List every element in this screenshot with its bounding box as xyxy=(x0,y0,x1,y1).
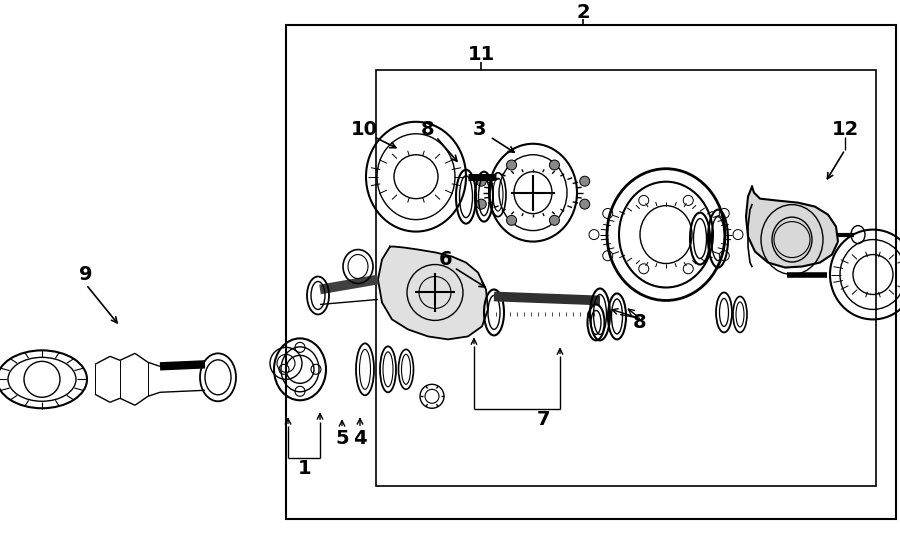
Circle shape xyxy=(549,160,560,170)
Bar xyxy=(286,25,896,519)
Text: 9: 9 xyxy=(79,265,93,284)
Text: 3: 3 xyxy=(472,120,486,139)
Text: 5: 5 xyxy=(335,429,349,448)
Text: 6: 6 xyxy=(439,250,453,269)
Circle shape xyxy=(507,160,517,170)
Polygon shape xyxy=(746,187,838,268)
Text: 12: 12 xyxy=(832,120,859,139)
Bar xyxy=(376,70,876,486)
Circle shape xyxy=(580,176,590,186)
Circle shape xyxy=(476,199,486,209)
Text: 11: 11 xyxy=(467,46,495,64)
Text: 10: 10 xyxy=(350,120,377,139)
Circle shape xyxy=(476,176,486,186)
Circle shape xyxy=(580,199,590,209)
Text: 8: 8 xyxy=(634,313,647,332)
Text: 8: 8 xyxy=(421,120,435,139)
Polygon shape xyxy=(378,246,488,339)
Circle shape xyxy=(507,215,517,225)
Text: 4: 4 xyxy=(353,429,367,448)
Circle shape xyxy=(549,215,560,225)
Text: 2: 2 xyxy=(576,3,590,22)
Text: 7: 7 xyxy=(537,410,551,429)
Text: 1: 1 xyxy=(298,459,311,478)
